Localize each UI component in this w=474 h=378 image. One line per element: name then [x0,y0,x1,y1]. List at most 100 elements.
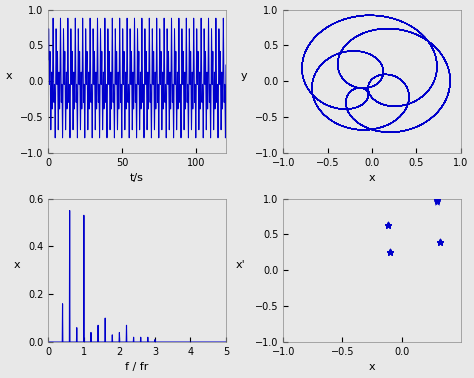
Point [384,222,392,228]
Point [436,239,444,245]
Point [384,222,392,228]
Point [465,208,473,214]
Point [433,197,441,203]
Point [465,208,473,214]
Point [433,197,441,203]
Point [433,197,441,203]
Point [384,222,392,228]
Point [386,248,394,254]
Point [386,248,394,254]
Point [384,222,392,228]
Point [465,208,473,214]
Point [386,248,394,254]
Point [386,248,394,254]
Y-axis label: x: x [6,71,12,81]
Point [465,208,473,214]
Point [436,239,444,245]
Point [433,197,441,203]
Point [433,197,441,203]
Point [384,222,392,228]
Point [384,222,392,228]
Point [433,199,441,205]
Point [465,208,473,214]
Point [433,197,441,203]
Point [465,208,473,214]
Point [436,239,444,245]
Point [384,222,392,228]
Point [384,222,392,228]
Point [465,208,473,214]
Point [384,222,392,228]
Point [433,197,441,203]
Point [433,197,441,203]
Point [384,222,392,228]
Point [386,248,394,254]
Point [465,208,473,214]
Point [384,222,392,228]
Point [465,208,473,214]
Point [433,197,441,203]
Point [384,222,392,228]
Point [386,248,394,254]
Point [465,208,473,214]
Point [433,197,441,203]
Point [465,208,473,214]
Point [386,248,394,254]
Point [433,197,441,203]
Point [465,208,473,214]
Point [384,222,392,228]
Point [433,197,441,203]
Point [465,208,473,214]
Point [386,248,394,254]
Point [433,197,441,203]
Point [436,239,444,245]
Point [436,239,444,245]
Point [384,222,392,228]
Point [384,222,392,228]
Point [384,222,392,228]
Point [433,197,441,203]
Point [436,239,444,245]
Point [436,239,444,245]
Point [465,208,473,214]
Point [465,208,473,214]
Y-axis label: y: y [240,71,247,81]
Point [386,248,394,254]
Point [386,248,394,254]
X-axis label: f / fr: f / fr [126,363,149,372]
Point [433,197,441,203]
Point [433,197,441,203]
Point [436,239,444,245]
Y-axis label: x': x' [236,260,246,270]
Point [384,222,392,228]
Point [386,248,394,254]
Point [436,239,444,245]
Point [386,248,394,254]
Point [386,248,394,254]
Point [436,239,444,245]
X-axis label: x: x [369,174,375,183]
Point [436,239,444,245]
Point [386,248,394,254]
Point [436,239,444,245]
Point [465,208,473,214]
Point [436,239,444,245]
Point [386,248,394,254]
Point [436,239,444,245]
Point [465,208,473,214]
Point [386,248,394,254]
Point [436,239,444,245]
Point [465,208,473,214]
Point [433,197,441,203]
Point [436,239,444,245]
Y-axis label: x: x [14,260,20,270]
Point [384,222,392,228]
Point [433,197,441,203]
Point [465,208,473,214]
Point [465,208,473,214]
Point [384,222,392,228]
Point [433,197,441,203]
Point [436,239,444,245]
Point [465,208,473,214]
Point [465,208,473,214]
